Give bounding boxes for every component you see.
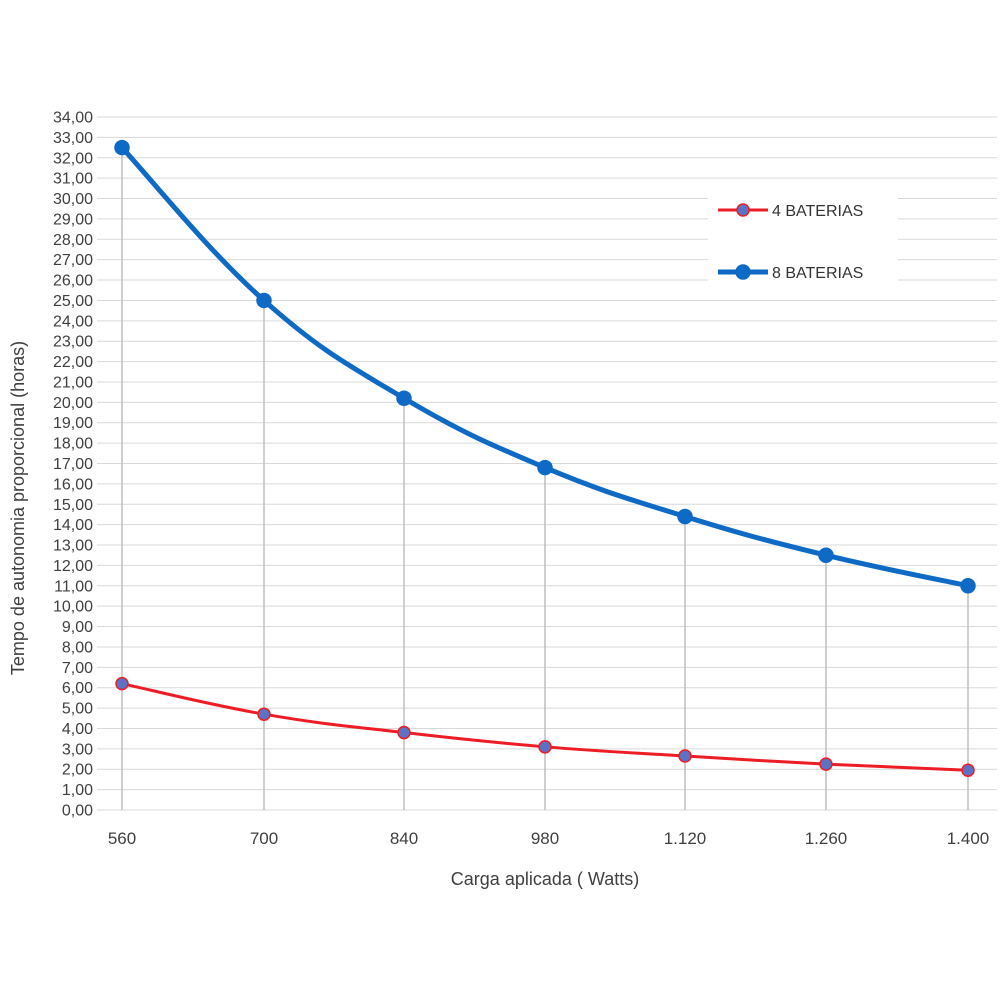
legend-swatch-marker (736, 203, 750, 217)
data-point (677, 508, 693, 525)
x-tick-label: 1.400 (947, 829, 990, 848)
y-tick-label: 32,00 (53, 150, 93, 167)
y-tick-label: 25,00 (53, 293, 93, 310)
x-axis-title: Carga aplicada ( Watts) (451, 869, 639, 889)
x-tick-label: 1.260 (805, 829, 848, 848)
data-point (960, 578, 976, 594)
data-point (397, 725, 411, 740)
legend-entry-label: 4 BATERIAS (772, 203, 863, 220)
y-tick-label: 6,00 (62, 680, 93, 697)
y-tick-label: 20,00 (53, 395, 93, 412)
y-axis-title: Tempo de autonomia proporcional (horas) (8, 341, 28, 675)
x-tick-label: 700 (250, 829, 278, 848)
x-tick-label: 980 (531, 829, 559, 848)
y-tick-label: 29,00 (53, 211, 93, 228)
y-axis-tick-labels: 0,00 1,00 2,00 3,00 4,00 5,00 6,00 7,00 8,00 9,00… (53, 110, 93, 820)
y-tick-label: 13,00 (53, 538, 93, 555)
data-point (818, 547, 834, 563)
y-tick-label: 30,00 (53, 191, 93, 208)
y-tick-label: 34,00 (53, 110, 93, 127)
y-tick-label: 22,00 (53, 354, 93, 371)
x-axis-tick-labels: 560 700 840 980 1.120 1.260 1.400 (108, 829, 989, 848)
data-point (678, 749, 692, 763)
y-tick-label: 33,00 (53, 130, 93, 147)
y-tick-label: 0,00 (62, 803, 93, 820)
y-tick-label: 31,00 (53, 171, 93, 188)
y-tick-label: 27,00 (53, 252, 93, 269)
x-tick-label: 560 (108, 829, 136, 848)
y-tick-label: 18,00 (53, 436, 93, 453)
y-tick-label: 3,00 (62, 741, 93, 758)
y-tick-label: 26,00 (53, 273, 93, 290)
y-tick-label: 14,00 (53, 517, 93, 534)
y-tick-label: 5,00 (62, 701, 93, 718)
legend-swatch-marker (735, 264, 751, 280)
y-tick-label: 11,00 (54, 578, 93, 595)
data-point (256, 292, 272, 309)
y-tick-label: 10,00 (53, 599, 93, 616)
y-tick-label: 17,00 (53, 456, 93, 473)
data-point (819, 757, 833, 771)
y-tick-label: 21,00 (53, 374, 93, 391)
y-tick-label: 19,00 (53, 415, 93, 432)
data-point (114, 139, 130, 156)
x-tick-label: 840 (390, 829, 418, 848)
data-point (257, 707, 271, 721)
data-point (538, 740, 552, 754)
y-tick-label: 16,00 (53, 476, 93, 493)
y-tick-label: 23,00 (53, 334, 93, 351)
y-tick-label: 15,00 (53, 497, 93, 514)
x-tick-label: 1.120 (664, 829, 707, 848)
data-point (396, 390, 412, 407)
data-point (961, 763, 975, 778)
y-tick-label: 7,00 (62, 660, 93, 677)
y-tick-label: 4,00 (62, 721, 93, 738)
data-point (115, 676, 129, 691)
series-lines (114, 139, 976, 778)
legend: 4 BATERIAS 8 BATERIAS (708, 190, 898, 290)
y-tick-label: 2,00 (62, 762, 93, 779)
data-point (537, 459, 553, 476)
y-tick-label: 12,00 (53, 558, 93, 575)
y-tick-label: 24,00 (53, 313, 93, 330)
y-tick-label: 8,00 (62, 639, 93, 656)
legend-entry-label: 8 BATERIAS (772, 265, 863, 282)
y-tick-label: 28,00 (53, 232, 93, 249)
y-tick-label: 1,00 (62, 782, 93, 799)
y-tick-label: 9,00 (62, 619, 93, 636)
